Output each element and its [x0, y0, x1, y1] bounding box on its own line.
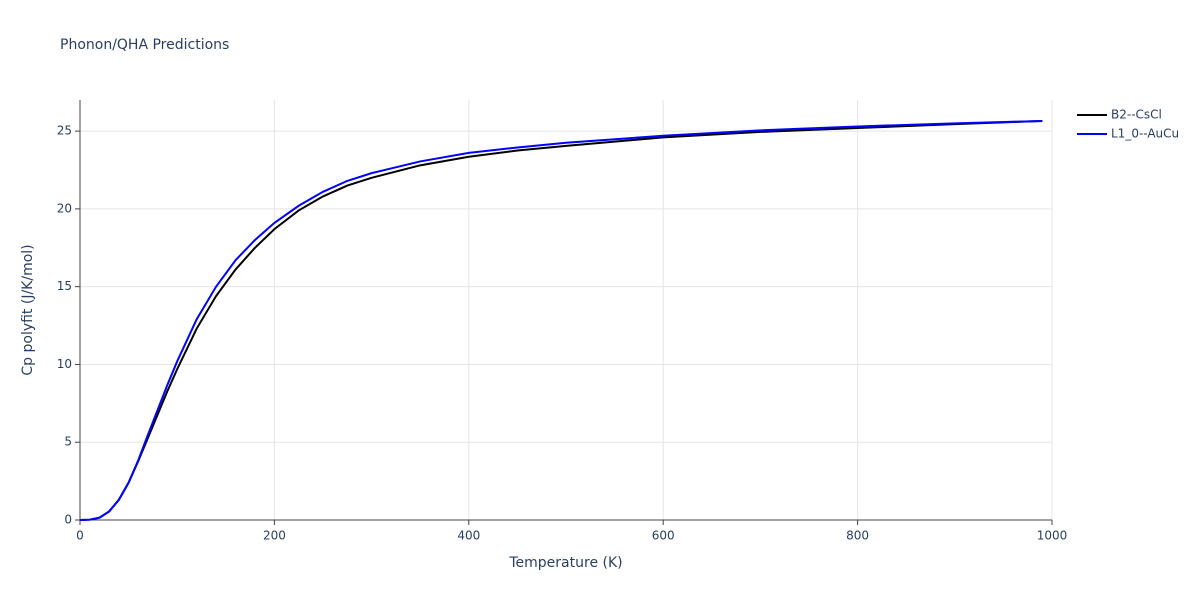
x-tick-label: 200 [263, 529, 286, 543]
y-tick-label: 5 [64, 435, 72, 449]
chart-title: Phonon/QHA Predictions [60, 37, 229, 53]
y-tick-label: 15 [57, 279, 72, 293]
x-tick-label: 400 [457, 529, 480, 543]
legend-label: L1_0--AuCu [1111, 127, 1179, 141]
x-tick-label: 1000 [1037, 529, 1068, 543]
x-tick-label: 600 [652, 529, 675, 543]
y-tick-label: 0 [64, 513, 72, 527]
x-tick-label: 800 [846, 529, 869, 543]
series-line [79, 120, 1043, 521]
y-tick-label: 20 [57, 201, 72, 215]
y-tick-label: 10 [57, 357, 72, 371]
x-tick-label: 0 [76, 529, 84, 543]
y-axis-label: Cp polyfit (J/K/mol) [20, 244, 36, 375]
legend-label: B2--CsCl [1111, 108, 1162, 122]
y-tick-label: 25 [57, 124, 72, 138]
series-line [79, 120, 1043, 521]
x-axis-label: Temperature (K) [508, 555, 622, 571]
